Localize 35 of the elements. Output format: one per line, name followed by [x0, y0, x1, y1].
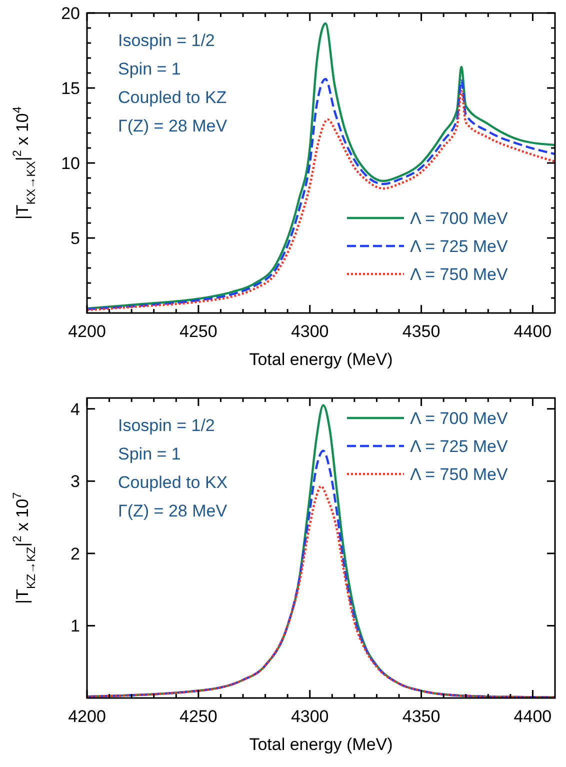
annotation: Spin = 1 [118, 444, 181, 464]
x-tick-label: 4400 [514, 707, 552, 726]
x-tick-label: 4250 [180, 322, 218, 341]
legend-label: Λ = 725 MeV [410, 437, 508, 456]
y-tick-label: 2 [70, 544, 80, 564]
x-tick-label: 4400 [514, 322, 552, 341]
x-tick-label: 4350 [402, 322, 440, 341]
x-tick-label: 4200 [68, 322, 106, 341]
y-tick-label: 20 [61, 4, 80, 23]
x-tick-label: 4300 [290, 707, 329, 726]
annotation: Γ(Z) = 28 MeV [118, 502, 228, 520]
line-series [87, 22, 555, 310]
y-tick-label: 3 [70, 472, 80, 492]
legend-label: Λ = 750 MeV [410, 265, 508, 284]
y-tick-label: 5 [70, 229, 80, 248]
x-tick-label: 4350 [402, 707, 440, 726]
annotation: Coupled to KX [118, 473, 228, 492]
annotation: Coupled to KZ [118, 88, 227, 107]
legend-label: Λ = 725 MeV [410, 237, 508, 256]
y-tick-label: 1 [70, 616, 80, 636]
y-tick-label: 15 [61, 79, 80, 98]
annotation: Isospin = 1/2 [118, 416, 215, 435]
x-axis-title: Total energy (MeV) [249, 350, 393, 369]
annotation: Γ(Z) = 28 MeV [118, 116, 228, 136]
legend-label: Λ = 700 MeV [410, 409, 508, 428]
legend-label: Λ = 700 MeV [410, 209, 508, 228]
annotation: Spin = 1 [118, 60, 181, 78]
annotation: Isospin = 1/2 [118, 31, 215, 50]
x-axis-title: Total energy (MeV) [249, 735, 393, 754]
y-tick-label: 4 [70, 400, 80, 419]
x-tick-label: 4250 [180, 707, 218, 726]
x-tick-label: 4300 [290, 322, 329, 341]
x-tick-label: 4200 [68, 707, 106, 726]
legend-label: Λ = 750 MeV [410, 465, 508, 484]
y-tick-label: 10 [61, 154, 80, 173]
